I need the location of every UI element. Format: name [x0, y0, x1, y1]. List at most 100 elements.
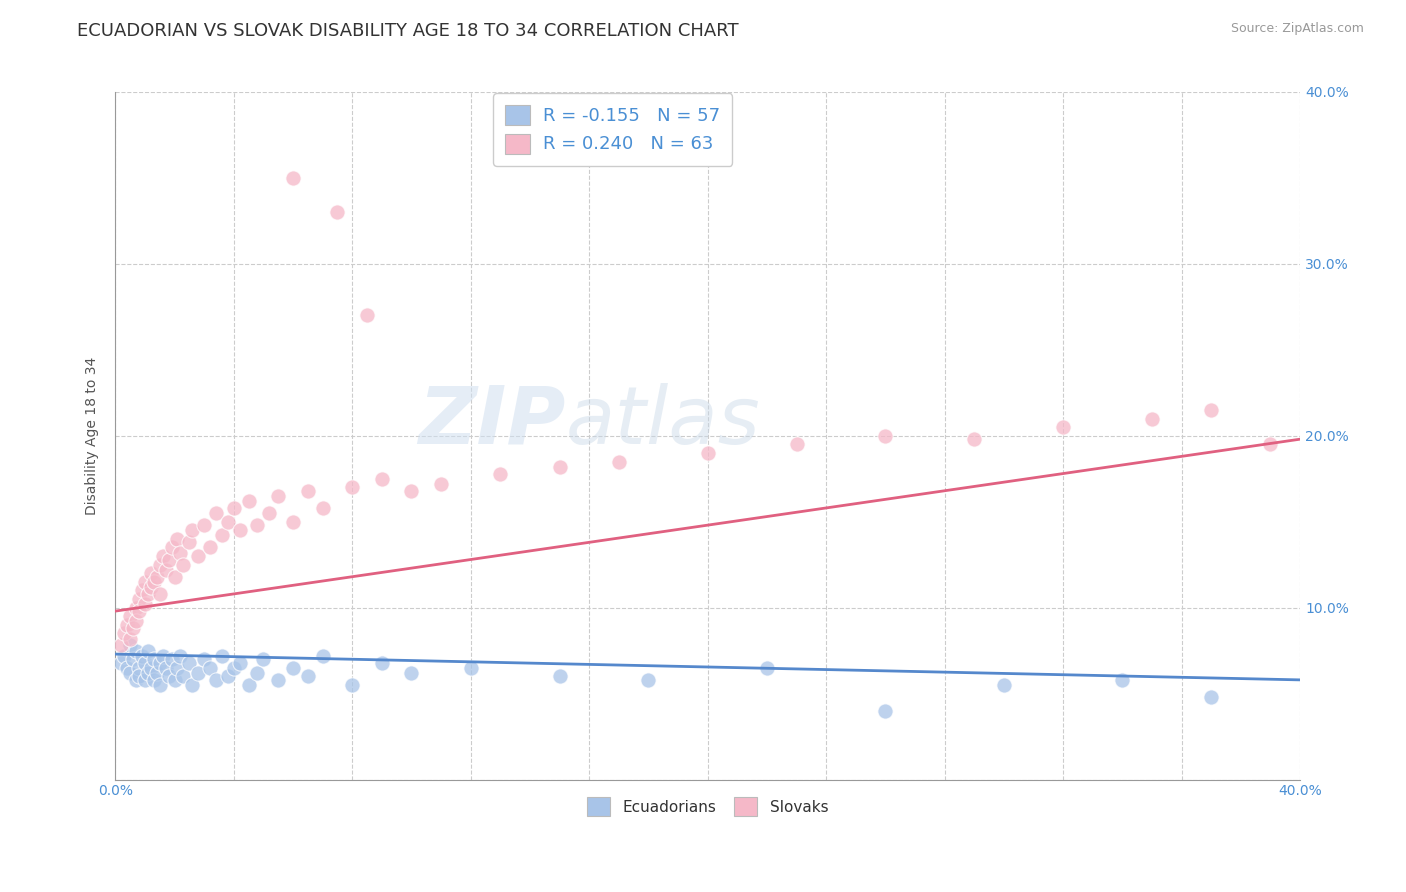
Point [128, 669, 150, 683]
Point [155, 661, 177, 675]
Point [155, 563, 177, 577]
Point [163, 673, 186, 687]
Text: ECUADORIAN VS SLOVAK DISABILITY AGE 18 TO 34 CORRELATION CHART: ECUADORIAN VS SLOVAK DISABILITY AGE 18 T… [77, 22, 740, 40]
Point [198, 661, 221, 675]
Point [205, 506, 228, 520]
Point [172, 669, 194, 683]
Point [149, 558, 172, 572]
Point [110, 656, 132, 670]
Point [139, 580, 162, 594]
Point [134, 673, 156, 687]
Point [637, 673, 659, 687]
Point [157, 669, 180, 683]
Point [169, 648, 191, 663]
Point [112, 648, 135, 663]
Point [217, 669, 239, 683]
Point [281, 515, 304, 529]
Point [110, 639, 132, 653]
Point [460, 661, 482, 675]
Point [228, 656, 250, 670]
Y-axis label: Disability Age 18 to 34: Disability Age 18 to 34 [86, 357, 100, 515]
Point [122, 652, 145, 666]
Point [342, 678, 364, 692]
Point [401, 665, 423, 680]
Point [489, 467, 512, 481]
Point [142, 673, 165, 687]
Point [149, 678, 172, 692]
Point [120, 639, 142, 653]
Point [136, 587, 159, 601]
Point [198, 541, 221, 555]
Point [152, 549, 174, 563]
Point [246, 665, 269, 680]
Point [222, 500, 245, 515]
Point [342, 480, 364, 494]
Point [311, 648, 333, 663]
Point [228, 524, 250, 538]
Legend: Ecuadorians, Slovaks: Ecuadorians, Slovaks [579, 789, 837, 823]
Text: Source: ZipAtlas.com: Source: ZipAtlas.com [1230, 22, 1364, 36]
Point [875, 704, 897, 718]
Point [125, 600, 148, 615]
Point [145, 665, 167, 680]
Point [131, 583, 153, 598]
Point [152, 648, 174, 663]
Point [136, 665, 159, 680]
Point [125, 673, 148, 687]
Point [136, 643, 159, 657]
Point [115, 661, 138, 675]
Point [179, 656, 201, 670]
Point [169, 546, 191, 560]
Point [193, 652, 215, 666]
Point [297, 669, 319, 683]
Point [281, 170, 304, 185]
Point [187, 549, 209, 563]
Point [786, 437, 808, 451]
Point [172, 558, 194, 572]
Point [128, 604, 150, 618]
Point [160, 541, 183, 555]
Point [181, 678, 204, 692]
Point [142, 652, 165, 666]
Point [115, 618, 138, 632]
Point [157, 552, 180, 566]
Point [149, 656, 172, 670]
Point [548, 669, 571, 683]
Point [160, 652, 183, 666]
Point [696, 446, 718, 460]
Point [297, 483, 319, 498]
Point [211, 528, 233, 542]
Point [163, 570, 186, 584]
Point [548, 459, 571, 474]
Point [125, 615, 148, 629]
Point [267, 489, 290, 503]
Point [1140, 411, 1163, 425]
Point [211, 648, 233, 663]
Point [128, 661, 150, 675]
Point [1199, 403, 1222, 417]
Point [356, 309, 378, 323]
Point [252, 652, 274, 666]
Point [131, 648, 153, 663]
Point [122, 621, 145, 635]
Point [1260, 437, 1282, 451]
Point [142, 574, 165, 589]
Point [755, 661, 778, 675]
Point [238, 678, 260, 692]
Point [217, 515, 239, 529]
Point [281, 661, 304, 675]
Point [125, 643, 148, 657]
Point [371, 656, 394, 670]
Point [112, 626, 135, 640]
Point [401, 483, 423, 498]
Point [430, 476, 453, 491]
Point [120, 609, 142, 624]
Point [1111, 673, 1133, 687]
Point [311, 500, 333, 515]
Point [1052, 420, 1074, 434]
Point [371, 472, 394, 486]
Point [875, 428, 897, 442]
Point [120, 632, 142, 646]
Point [238, 494, 260, 508]
Point [139, 566, 162, 581]
